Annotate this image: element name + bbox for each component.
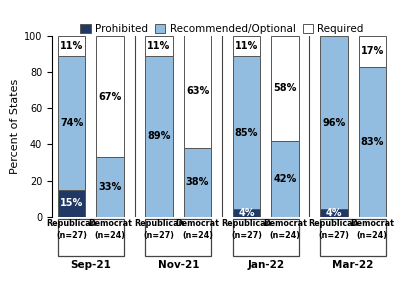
FancyBboxPatch shape [145, 219, 212, 256]
Bar [320, 36, 348, 209]
Text: 38%: 38% [186, 177, 209, 188]
Text: 63%: 63% [186, 86, 209, 96]
Text: 15%: 15% [60, 198, 83, 208]
Text: 42%: 42% [273, 174, 296, 184]
Bar [145, 56, 173, 217]
Legend: Prohibited, Recommended/Optional, Required: Prohibited, Recommended/Optional, Requir… [76, 20, 368, 38]
Bar [184, 34, 212, 148]
Text: 96%: 96% [322, 118, 346, 128]
Bar [232, 36, 260, 56]
Text: 11%: 11% [60, 41, 83, 51]
Text: 11%: 11% [148, 41, 171, 51]
Bar [232, 56, 260, 209]
Text: 33%: 33% [98, 182, 122, 192]
Text: 89%: 89% [147, 131, 171, 141]
Bar [58, 36, 86, 56]
Bar [271, 141, 299, 217]
Text: 4%: 4% [238, 208, 255, 218]
Text: 83%: 83% [361, 137, 384, 147]
Bar [358, 67, 386, 217]
Bar [271, 36, 299, 141]
FancyBboxPatch shape [320, 219, 386, 256]
Bar [58, 190, 86, 217]
Y-axis label: Percent of States: Percent of States [10, 79, 20, 174]
Text: Sep-21: Sep-21 [70, 260, 111, 270]
FancyBboxPatch shape [232, 219, 299, 256]
Text: 85%: 85% [235, 128, 258, 138]
Bar [184, 148, 212, 217]
Bar [96, 36, 124, 157]
Bar [58, 56, 86, 190]
FancyBboxPatch shape [58, 219, 124, 256]
Text: 11%: 11% [235, 41, 258, 51]
Bar [320, 209, 348, 217]
Text: Mar-22: Mar-22 [332, 260, 374, 270]
Text: 58%: 58% [273, 83, 297, 94]
Text: 4%: 4% [326, 208, 342, 218]
Text: 67%: 67% [98, 92, 122, 102]
Text: 74%: 74% [60, 118, 83, 128]
Bar [145, 36, 173, 56]
Text: 17%: 17% [361, 46, 384, 57]
Bar [96, 157, 124, 217]
Text: Jan-22: Jan-22 [247, 260, 284, 270]
Text: Nov-21: Nov-21 [158, 260, 199, 270]
Bar [232, 209, 260, 217]
Bar [358, 36, 386, 67]
